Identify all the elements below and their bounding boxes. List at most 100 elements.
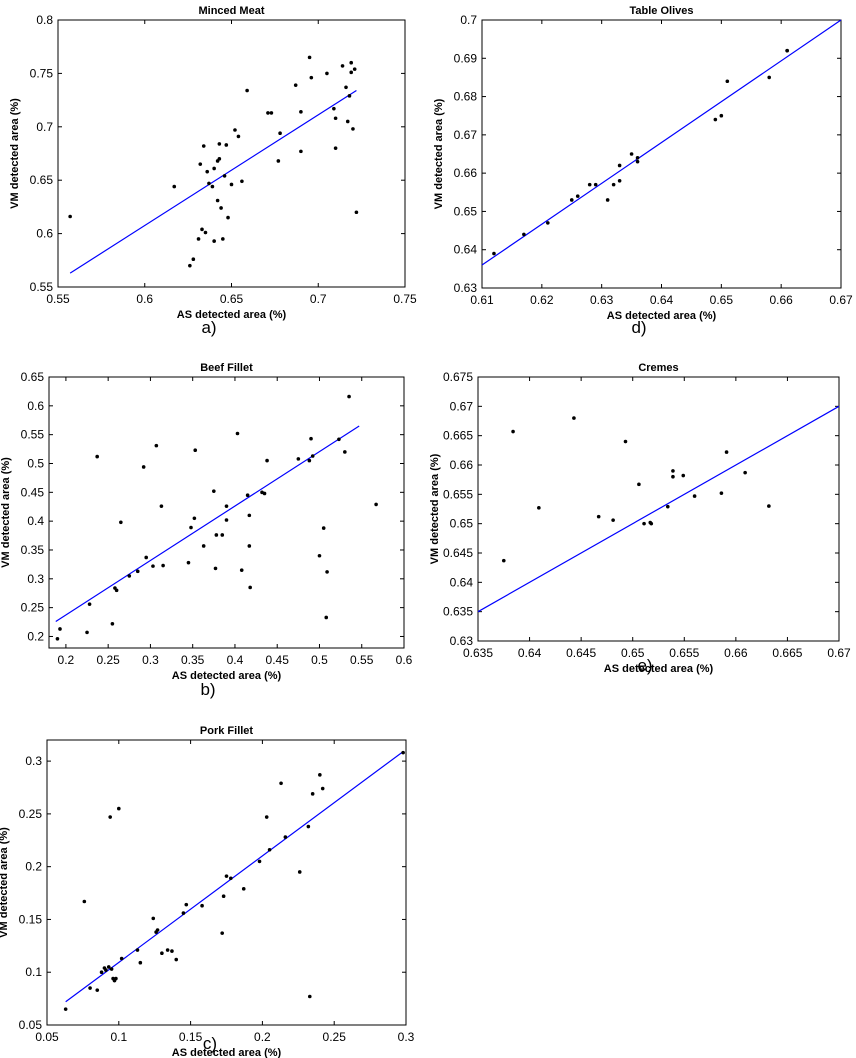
y-tick-label: 0.4 xyxy=(27,514,44,528)
data-point xyxy=(306,824,311,829)
panel-pork-fillet: Pork Fillet 0.05 0.1 0.15 0.2 0.25 0.3 0.05 0.1 0… xyxy=(0,712,430,1058)
data-point xyxy=(649,521,654,526)
data-point xyxy=(324,615,329,620)
caption-beef-fillet: b) xyxy=(200,680,216,699)
data-point xyxy=(114,976,118,981)
data-point xyxy=(546,221,550,225)
data-point xyxy=(635,159,640,164)
data-point xyxy=(196,237,201,241)
y-tick-label: 0.45 xyxy=(21,485,45,499)
data-point xyxy=(213,566,218,571)
data-point xyxy=(55,636,60,641)
data-point xyxy=(611,518,615,522)
data-point xyxy=(141,465,146,469)
data-point xyxy=(212,239,216,243)
data-point xyxy=(296,457,301,461)
data-point xyxy=(117,806,121,811)
data-point xyxy=(186,560,191,565)
x-tick-label: 0.66 xyxy=(769,293,793,307)
x-tick-label: 0.1 xyxy=(110,1030,127,1044)
data-point xyxy=(214,533,219,537)
data-point xyxy=(245,493,250,498)
panel-minced-meat: Minced Meat 0.55 0.6 0.65 0.7 0.75 0.55 0.6 0.65… xyxy=(0,0,430,345)
data-point xyxy=(240,179,244,184)
data-point xyxy=(222,174,227,178)
x-tick-label: 0.6 xyxy=(396,653,413,667)
panel-table-olives: Table Olives 0.61 0.62 0.63 0.64 0.65 0.66 0.67… xyxy=(430,0,856,345)
data-point xyxy=(85,630,89,635)
data-point xyxy=(207,181,211,186)
data-point xyxy=(221,237,225,241)
data-point xyxy=(276,159,281,163)
data-point xyxy=(665,504,670,509)
chart-title: Beef Fillet xyxy=(200,362,253,374)
data-point xyxy=(719,491,724,495)
y-tick-label: 0.2 xyxy=(25,860,42,874)
y-tick-label: 0.25 xyxy=(19,807,43,821)
x-tick-label: 0.25 xyxy=(96,653,120,667)
plot-area xyxy=(57,19,406,288)
data-point xyxy=(219,206,223,210)
x-tick-label: 0.2 xyxy=(254,1030,271,1044)
data-point xyxy=(200,227,204,232)
data-point xyxy=(192,516,197,521)
data-point xyxy=(681,473,686,478)
chart-title: Pork Fillet xyxy=(200,725,254,737)
x-tick-label: 0.645 xyxy=(566,646,596,660)
data-point xyxy=(492,251,496,256)
data-point xyxy=(104,968,108,972)
data-point xyxy=(233,128,237,132)
data-point xyxy=(154,443,159,448)
data-point xyxy=(629,152,634,156)
caption-minced-meat: a) xyxy=(201,318,217,337)
y-axis-label: VM detected area (%) xyxy=(0,827,10,938)
data-point xyxy=(184,902,189,907)
data-point xyxy=(106,965,111,969)
data-point xyxy=(587,182,592,187)
x-tick-label: 0.67 xyxy=(829,293,853,307)
data-point xyxy=(719,113,724,118)
data-point xyxy=(596,514,601,519)
y-tick-label: 0.6 xyxy=(36,227,53,241)
data-point xyxy=(671,474,675,479)
chart-title: Minced Meat xyxy=(198,5,264,17)
data-point xyxy=(235,431,240,436)
y-tick-label: 0.66 xyxy=(454,166,478,180)
y-tick-label: 0.65 xyxy=(450,517,474,531)
data-point xyxy=(170,949,174,953)
y-tick-label: 0.7 xyxy=(36,120,53,134)
fit-line xyxy=(477,405,840,613)
data-point xyxy=(224,143,229,147)
data-point xyxy=(767,504,771,508)
y-tick-label: 0.3 xyxy=(25,754,42,768)
y-tick-label: 0.64 xyxy=(450,575,474,589)
caption-table-olives: d) xyxy=(631,318,647,337)
data-point xyxy=(511,429,515,434)
data-point xyxy=(135,569,140,574)
x-tick-label: 0.665 xyxy=(772,646,802,660)
chart-cremes: Cremes 0.635 0.64 0.645 0.65 0.655 0.66 0.665 0.… xyxy=(429,362,851,675)
data-point xyxy=(151,916,156,921)
data-point xyxy=(172,184,177,189)
x-tick-label: 0.75 xyxy=(393,292,417,306)
data-point xyxy=(671,469,675,473)
chart-title: Cremes xyxy=(638,362,678,374)
data-point xyxy=(349,70,354,75)
x-tick-label: 0.3 xyxy=(398,1030,415,1044)
data-point xyxy=(201,544,206,548)
x-tick-label: 0.25 xyxy=(323,1030,347,1044)
data-point xyxy=(68,214,72,219)
data-point xyxy=(114,588,119,593)
y-tick-label: 0.65 xyxy=(30,173,54,187)
x-tick-label: 0.655 xyxy=(669,646,699,660)
x-tick-label: 0.65 xyxy=(220,292,244,306)
data-point xyxy=(110,621,115,626)
x-tick-label: 0.15 xyxy=(179,1030,203,1044)
panel-cremes: Cremes 0.635 0.64 0.645 0.65 0.655 0.66 0.665 0.… xyxy=(429,350,856,695)
chart-title: Table Olives xyxy=(630,5,694,17)
caption-pork-fillet: c) xyxy=(202,1034,218,1053)
data-point xyxy=(297,870,302,874)
x-tick-label: 0.55 xyxy=(350,653,374,667)
data-point xyxy=(349,60,354,65)
